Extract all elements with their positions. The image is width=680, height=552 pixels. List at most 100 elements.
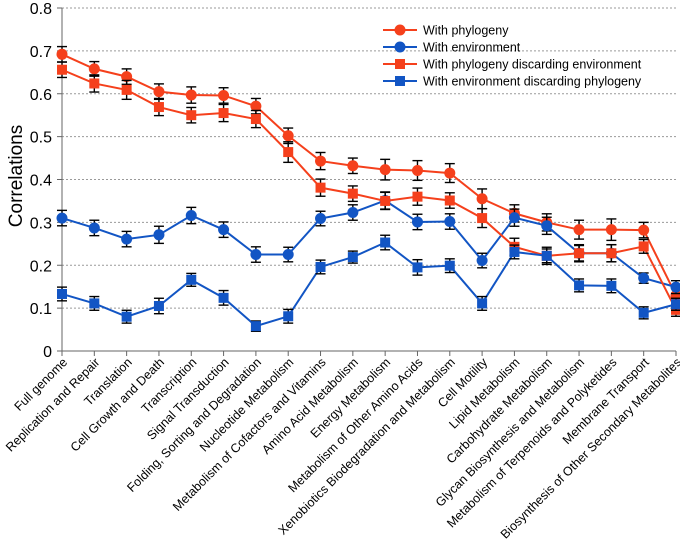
data-point xyxy=(185,89,197,101)
series-line xyxy=(61,199,677,289)
data-point xyxy=(638,241,649,252)
data-point xyxy=(541,250,552,261)
data-point xyxy=(574,248,585,259)
data-point xyxy=(477,298,488,309)
legend-item: With phylogeny discarding environment xyxy=(383,58,642,72)
data-point xyxy=(315,261,326,272)
legend-item: With environment xyxy=(383,41,521,55)
data-point xyxy=(347,207,359,219)
series-line xyxy=(61,241,677,328)
data-point xyxy=(153,300,164,311)
legend-item: With environment discarding phylogeny xyxy=(383,75,642,89)
data-point xyxy=(606,248,617,259)
data-point xyxy=(670,281,680,293)
data-point xyxy=(89,298,100,309)
legend-label: With environment discarding phylogeny xyxy=(423,75,642,89)
data-point xyxy=(444,216,456,228)
data-point xyxy=(250,114,261,125)
data-point xyxy=(57,64,67,75)
legend: With phylogeny With environment With phylo… xyxy=(383,24,642,89)
y-tick-label: 0.3 xyxy=(30,215,52,232)
y-tick-label: 0.7 xyxy=(30,44,52,61)
data-point xyxy=(153,102,164,113)
data-point xyxy=(218,108,229,119)
data-point xyxy=(153,86,165,98)
data-point xyxy=(671,299,680,310)
series-2 xyxy=(56,191,680,295)
data-point xyxy=(218,224,230,236)
data-point xyxy=(282,130,294,142)
data-point xyxy=(283,311,294,322)
data-point xyxy=(89,78,100,89)
data-point xyxy=(185,210,197,222)
series-3 xyxy=(57,61,680,317)
series-4 xyxy=(57,234,680,332)
data-point xyxy=(573,224,585,236)
y-axis-label: Correlations xyxy=(6,125,27,227)
data-point xyxy=(477,213,488,224)
legend-marker xyxy=(395,59,405,69)
data-point xyxy=(88,63,100,75)
plot-area xyxy=(56,45,680,332)
data-point xyxy=(347,160,359,172)
data-point xyxy=(282,249,294,261)
data-point xyxy=(250,321,261,332)
data-point xyxy=(88,222,100,234)
data-point xyxy=(444,260,455,271)
legend-marker xyxy=(394,41,406,53)
data-point xyxy=(444,167,456,179)
legend-label: With environment xyxy=(423,41,521,55)
data-point xyxy=(412,262,423,273)
data-point xyxy=(347,252,358,263)
data-point xyxy=(56,48,68,60)
data-point xyxy=(411,164,423,176)
legend-marker xyxy=(395,76,405,86)
data-point xyxy=(380,237,391,248)
data-point xyxy=(541,220,553,232)
legend-marker xyxy=(394,24,406,36)
legend-item: With phylogeny xyxy=(383,24,509,38)
y-tick-label: 0.1 xyxy=(30,301,52,318)
data-point xyxy=(509,246,520,257)
data-point xyxy=(508,212,520,224)
data-point xyxy=(476,255,488,267)
grid xyxy=(62,7,676,309)
y-ticks: 0 0.1 0.2 0.3 0.4 0.5 0.6 0.7 0.8 xyxy=(30,1,62,361)
data-point xyxy=(121,84,132,95)
legend-label: With phylogeny discarding environment xyxy=(423,58,642,72)
y-tick-label: 0.2 xyxy=(30,258,52,275)
data-point xyxy=(121,311,132,322)
data-point xyxy=(186,110,197,121)
data-point xyxy=(380,195,391,206)
data-point xyxy=(606,280,617,291)
data-point xyxy=(411,216,423,228)
data-point xyxy=(638,272,650,284)
data-point xyxy=(57,288,67,299)
y-tick-label: 0.5 xyxy=(30,130,52,147)
data-point xyxy=(121,233,133,245)
data-point xyxy=(379,164,391,176)
data-point xyxy=(412,191,423,202)
data-point xyxy=(153,229,165,241)
data-point xyxy=(315,213,327,225)
data-point xyxy=(250,100,262,112)
data-point xyxy=(56,212,68,224)
data-point xyxy=(315,155,327,167)
data-point xyxy=(218,89,230,101)
y-tick-label: 0.4 xyxy=(30,173,52,190)
data-point xyxy=(574,280,585,291)
y-tick-label: 0.6 xyxy=(30,87,52,104)
data-point xyxy=(283,147,294,158)
y-tick-label: 0 xyxy=(43,344,52,361)
data-point xyxy=(638,224,650,236)
data-point xyxy=(347,188,358,199)
data-point xyxy=(638,307,649,318)
data-point xyxy=(476,193,488,205)
y-tick-label: 0.8 xyxy=(30,1,52,18)
data-point xyxy=(605,224,617,236)
series-line xyxy=(61,68,677,311)
data-point xyxy=(444,195,455,206)
